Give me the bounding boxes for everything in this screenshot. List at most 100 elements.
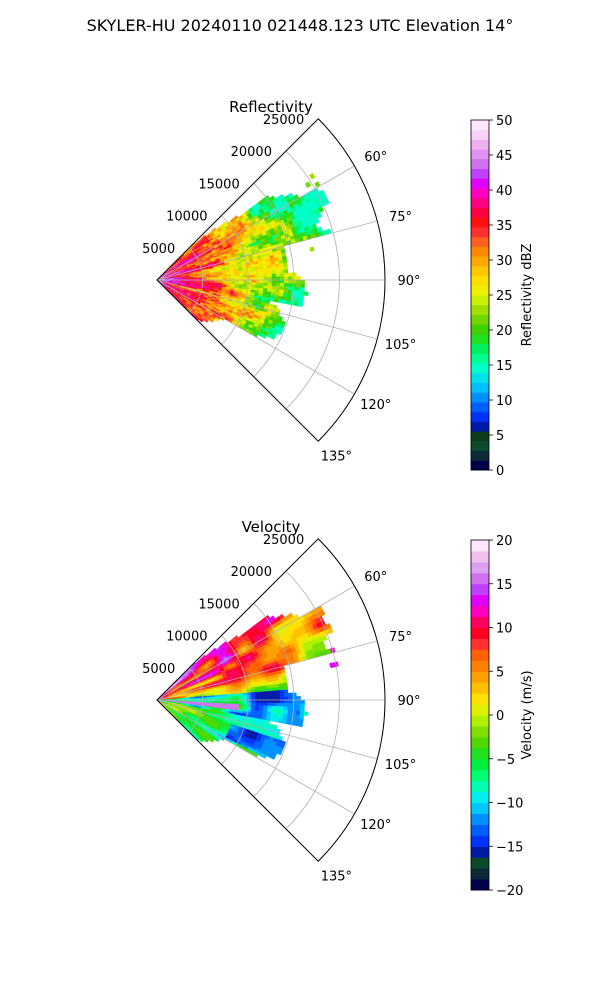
colorbar-swatch [471,197,489,208]
data-cell [250,692,256,696]
data-cell [279,273,285,277]
data-cell [292,699,297,704]
colorbar-swatch [471,715,489,727]
data-cell [218,696,223,699]
data-cell [296,283,301,288]
data-cell [279,686,284,691]
data-cell [278,263,284,268]
colorbar-swatch [471,353,489,364]
data-cell [267,705,272,710]
colorbar-tick-label: 50 [496,114,513,129]
data-cell [276,750,283,756]
colorbar-swatch [471,857,489,869]
colorbar-swatch [471,725,489,738]
data-cell [267,279,273,284]
data-cell [275,702,281,707]
data-cell [292,283,297,288]
data-cell [287,692,293,697]
data-cell [300,707,305,712]
colorbar-tick-label: 10 [496,622,513,637]
data-cell [251,282,256,286]
data-cell [230,273,236,277]
colorbar-swatch [471,627,489,639]
data-cell [259,274,264,278]
data-cell [278,259,284,265]
data-cell [259,271,264,275]
colorbar-swatch [471,324,489,335]
data-cell [271,702,277,707]
colorbar-swatch [471,207,489,218]
data-cell [298,302,304,308]
data-cell [295,290,301,296]
polar-grid [156,538,386,862]
data-cell [292,696,297,701]
azimuth-tick-label: 135° [321,449,352,464]
colorbar-swatch [471,802,489,814]
data-cell [251,694,256,698]
data-cell [262,688,268,692]
data-cell [238,273,244,276]
data-cell [296,276,301,281]
colorbar-swatch [471,188,489,199]
colorbar-tick-label: −5 [496,753,515,768]
data-cell [287,710,293,715]
data-cell [279,696,285,701]
data-cell [267,282,273,287]
colorbar-tick-label: 0 [496,709,504,724]
radial-tick-label: 20000 [231,145,272,160]
figure-title: SKYLER-HU 20240110 021448.123 UTC Elevat… [87,16,514,35]
colorbar-tick-label: 30 [496,254,513,269]
colorbar-swatch [471,583,489,596]
colorbar-swatch [471,835,489,847]
colorbar-swatch [471,540,489,552]
data-cell [255,694,260,698]
data-cell [283,269,289,274]
colorbar-swatch [471,217,489,228]
data-cell [259,279,264,283]
colorbar-swatch [471,671,489,683]
data-cell [269,297,275,302]
data-cell [283,689,289,694]
data-cell [263,274,268,278]
data-cell [271,276,277,281]
data-cell [300,287,305,292]
colorbar: −20 −15 −10 −5 0 5 10 15 20 Velocity (m/s) [470,534,535,899]
data-cell [259,691,264,695]
data-cell [279,283,285,287]
data-cell [287,286,293,291]
data-cell [271,267,276,272]
data-cell [275,686,280,691]
data-cell [285,300,291,305]
data-cell [279,276,285,281]
data-cell [284,279,289,284]
colorbar-label: Reflectivity dBZ [520,244,535,347]
data-cell [242,695,248,698]
data-cell [283,686,289,691]
data-cell [318,206,324,213]
data-cell [279,289,284,294]
data-cell [290,301,295,306]
colorbar-swatch [471,295,489,306]
data-cell [198,318,203,323]
colorbar-swatch [471,682,489,694]
data-cell [283,283,289,288]
colorbar-swatch [471,616,489,628]
data-cell [238,701,244,705]
data-cell [292,272,297,277]
data-cell [290,721,295,726]
data-cell [259,277,264,281]
data-cell [295,287,301,292]
data-cell [222,276,227,279]
data-cell [271,270,277,275]
data-cell [282,682,288,687]
data-cell [296,696,301,701]
data-cell [319,609,326,617]
colorbar-swatch [471,343,489,354]
data-cell [287,283,293,288]
velocity-panel: Velocity500010000150002000025000Meters60… [142,518,535,899]
data-cell [295,714,301,719]
data-cell [288,699,293,704]
data-cell [263,696,268,701]
azimuth-tick-label: 75° [389,630,412,645]
data-cell [259,694,264,698]
